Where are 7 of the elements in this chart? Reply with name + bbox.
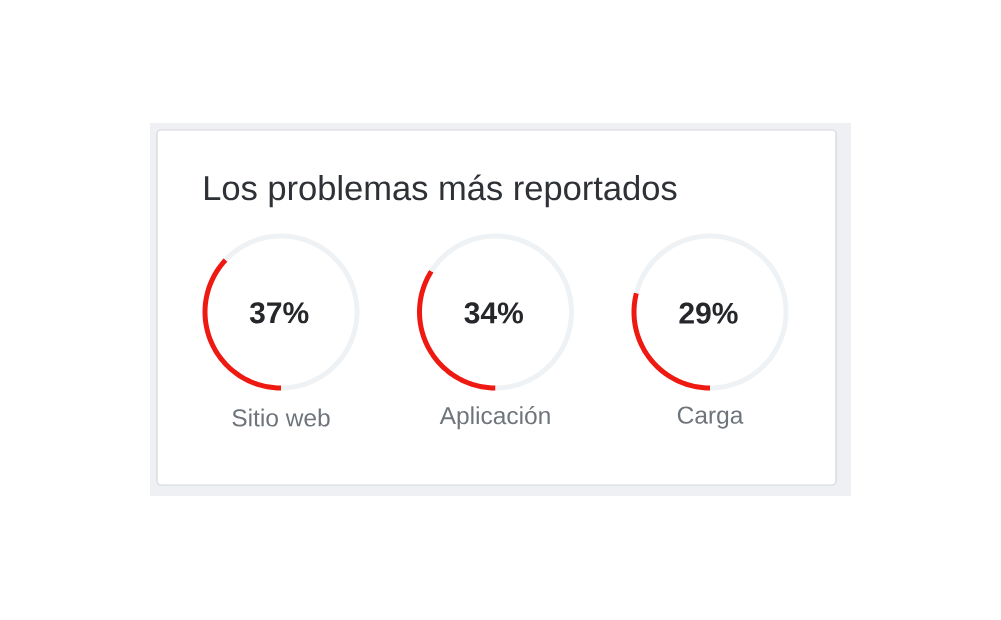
- slice-label: Sitio web: [232, 408, 330, 427]
- data-label: 34%: [464, 302, 523, 324]
- data-label: 37%: [249, 302, 309, 324]
- slice-label: Aplicación: [439, 406, 550, 430]
- data-label: 29%: [679, 302, 738, 324]
- text: Los problemas más reportados: [205, 174, 677, 208]
- slice-label: Carga: [677, 406, 744, 429]
